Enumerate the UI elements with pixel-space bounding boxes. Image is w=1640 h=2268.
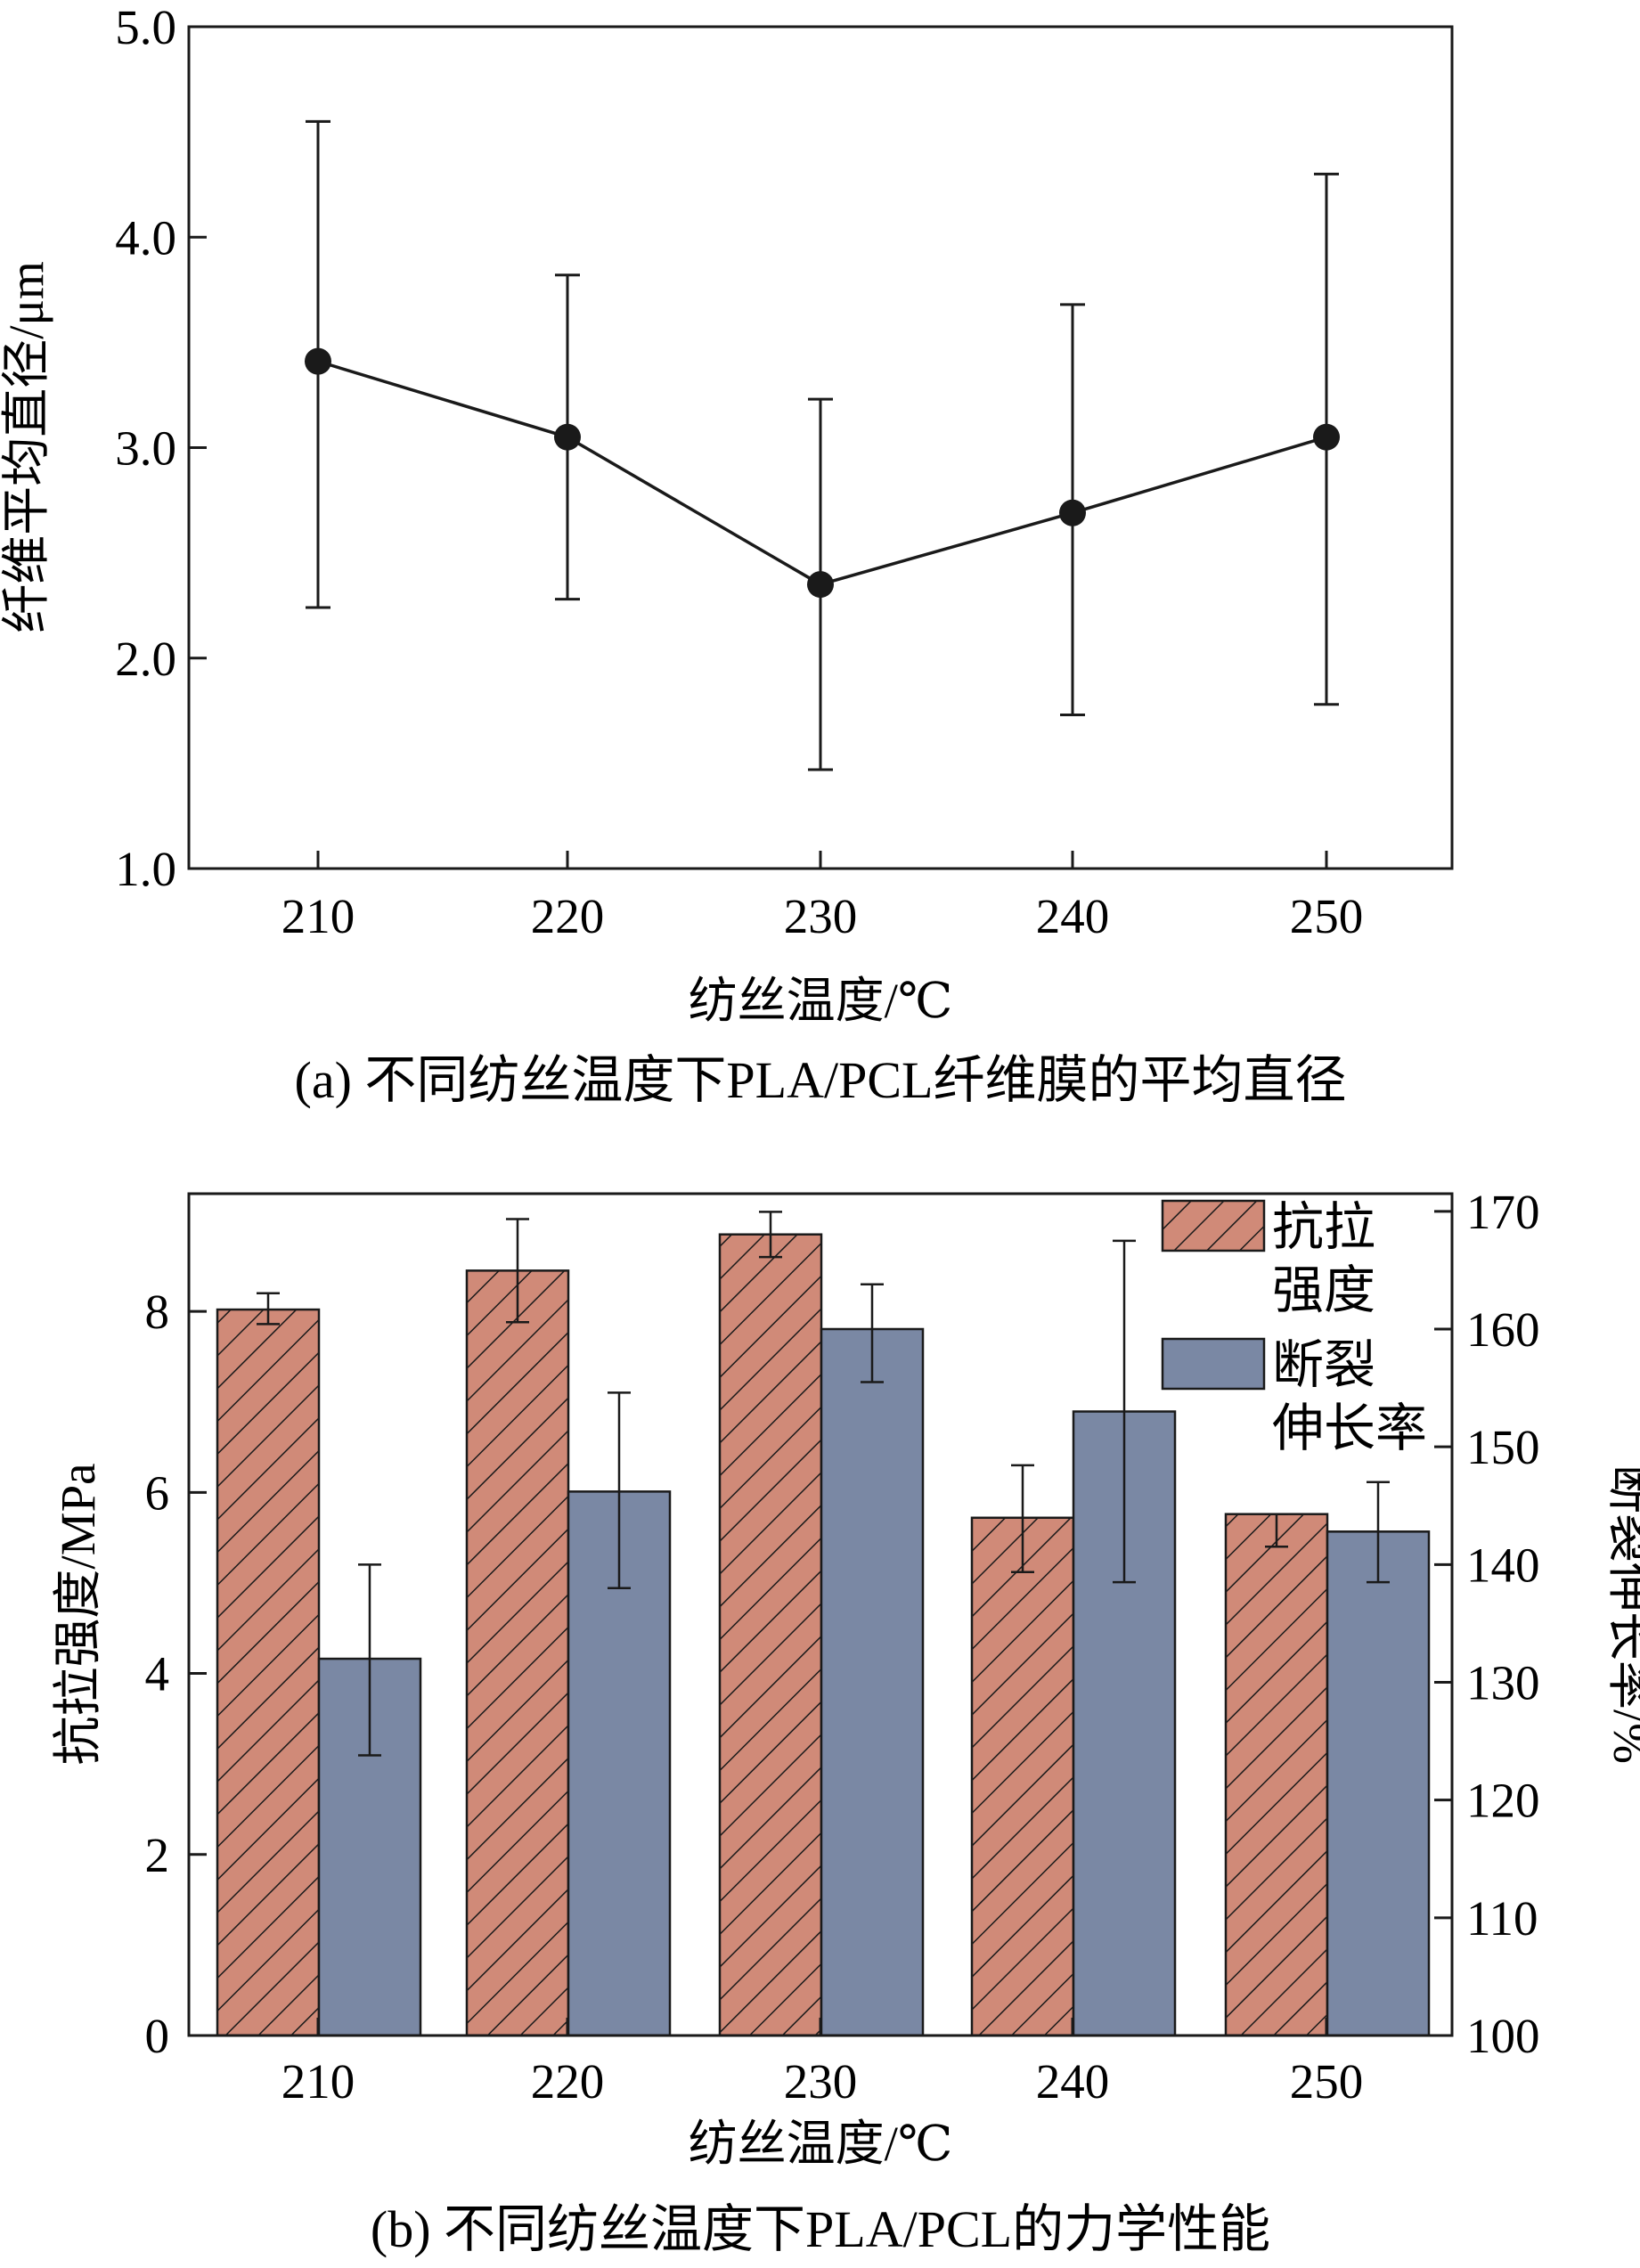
- chart-b: 0 2 4 6 8 100 110 120 130 140 150 160 170 210 220 230…: [51, 1185, 1640, 2258]
- legend-label-elongation-line1: 断裂: [1272, 1336, 1375, 1394]
- legend-label-strength-line1: 抗拉: [1272, 1198, 1375, 1256]
- bar-strength: [1224, 1513, 1329, 2037]
- chart-a-y-label: 纤维平均直径/μm: [0, 261, 53, 633]
- bar-elongation: [1326, 1530, 1431, 2037]
- chart-b-x-axis: 210 220 230 240 250: [281, 2018, 1364, 2109]
- chart-b-y-label: 抗拉强度/MPa: [51, 1463, 105, 1765]
- chart-b-y2-tick-label: 130: [1466, 1655, 1540, 1709]
- bar-strength: [216, 1308, 321, 2037]
- chart-a-data-point: [1059, 499, 1086, 526]
- chart-a-y-tick-label: 1.0: [115, 842, 176, 896]
- chart-b-y2-tick-label: 110: [1466, 1891, 1538, 1946]
- chart-a-data-point: [305, 347, 331, 375]
- chart-b-y2-tick-label: 170: [1466, 1185, 1540, 1239]
- chart-a-series-line: [317, 359, 1327, 586]
- chart-a-data-point: [807, 571, 834, 599]
- chart-b-y2-tick-label: 100: [1466, 2009, 1540, 2063]
- chart-b-y2-tick-label: 140: [1466, 1538, 1540, 1592]
- legend-swatch-elongation: [1161, 1337, 1266, 1391]
- chart-b-x-tick-label: 220: [531, 2054, 605, 2109]
- chart-b-y-tick-label: 2: [145, 1828, 170, 1882]
- chart-b-x-label: 纺丝温度/℃: [689, 2117, 953, 2171]
- chart-a-y-tick-label: 2.0: [115, 632, 176, 686]
- chart-a-x-tick-label: 240: [1036, 889, 1110, 943]
- chart-a: 1.0 2.0 3.0 4.0 5.0 210 220 230 240 250 纤维平均直径/μ…: [0, 0, 1454, 1109]
- chart-b-y2-label: 断裂伸长率/%: [1603, 1464, 1640, 1764]
- chart-b-caption: (b) 不同纺丝温度下PLA/PCL的力学性能: [371, 2200, 1270, 2258]
- chart-b-x-tick-label: 230: [784, 2054, 858, 2109]
- chart-a-x-axis: 210 220 230 240 250: [281, 851, 1364, 943]
- chart-b-y-tick-label: 0: [145, 2009, 170, 2063]
- chart-a-y-tick-label: 4.0: [115, 210, 176, 265]
- chart-b-y-tick-label: 6: [145, 1465, 170, 1520]
- chart-b-error-bars: [257, 1211, 1390, 1757]
- chart-b-y-axis-left: 0 2 4 6 8: [145, 1285, 207, 2063]
- chart-a-y-tick-label: 3.0: [115, 421, 176, 476]
- chart-b-y2-tick-label: 120: [1466, 1774, 1540, 1828]
- chart-a-y-tick-label: 5.0: [115, 0, 176, 54]
- chart-b-y-tick-label: 8: [145, 1285, 170, 1339]
- chart-a-data-point: [554, 423, 581, 451]
- legend-swatch-strength: [1161, 1199, 1266, 1252]
- bar-elongation: [820, 1327, 925, 2037]
- chart-a-data-point: [1313, 423, 1340, 451]
- chart-a-x-tick-label: 220: [531, 889, 605, 943]
- chart-a-y-axis: 1.0 2.0 3.0 4.0 5.0: [115, 0, 207, 896]
- chart-a-x-tick-label: 250: [1290, 889, 1364, 943]
- chart-a-series-line-group: [317, 359, 1327, 586]
- chart-b-y-tick-label: 4: [145, 1647, 170, 1701]
- chart-a-x-tick-label: 230: [784, 889, 858, 943]
- chart-b-x-tick-label: 250: [1290, 2054, 1364, 2109]
- chart-a-x-label: 纺丝温度/℃: [689, 974, 953, 1028]
- chart-b-legend: 抗拉 强度 断裂 伸长率: [1161, 1198, 1427, 1457]
- bar-strength: [718, 1233, 823, 2037]
- bar-elongation: [1072, 1410, 1177, 2037]
- chart-a-x-tick-label: 210: [281, 889, 355, 943]
- bar-strength: [970, 1516, 1075, 2037]
- chart-a-points: [305, 347, 1340, 599]
- chart-b-x-tick-label: 210: [281, 2054, 355, 2109]
- legend-label-elongation-line2: 伸长率: [1272, 1399, 1427, 1457]
- chart-b-y2-tick-label: 160: [1466, 1302, 1540, 1357]
- bar-strength: [465, 1269, 570, 2037]
- legend-label-strength-line2: 强度: [1272, 1261, 1375, 1319]
- chart-b-y2-tick-label: 150: [1466, 1420, 1540, 1474]
- chart-b-x-tick-label: 240: [1036, 2054, 1110, 2109]
- chart-a-caption: (a) 不同纺丝温度下PLA/PCL纤维膜的平均直径: [295, 1051, 1347, 1109]
- chart-b-y-axis-right: 100 110 120 130 140 150 160 170: [1434, 1185, 1540, 2063]
- chart-a-error-bars: [306, 119, 1339, 771]
